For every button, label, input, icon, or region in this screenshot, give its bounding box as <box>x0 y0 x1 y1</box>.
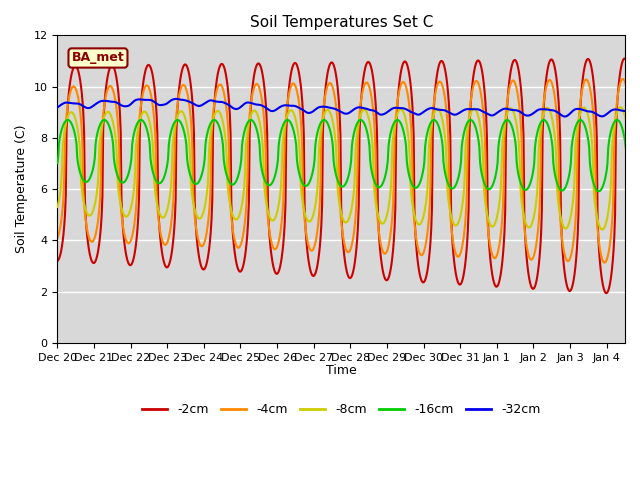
X-axis label: Time: Time <box>326 364 356 377</box>
Title: Soil Temperatures Set C: Soil Temperatures Set C <box>250 15 433 30</box>
Text: BA_met: BA_met <box>72 51 124 64</box>
Y-axis label: Soil Temperature (C): Soil Temperature (C) <box>15 125 28 253</box>
Legend: -2cm, -4cm, -8cm, -16cm, -32cm: -2cm, -4cm, -8cm, -16cm, -32cm <box>137 398 545 421</box>
